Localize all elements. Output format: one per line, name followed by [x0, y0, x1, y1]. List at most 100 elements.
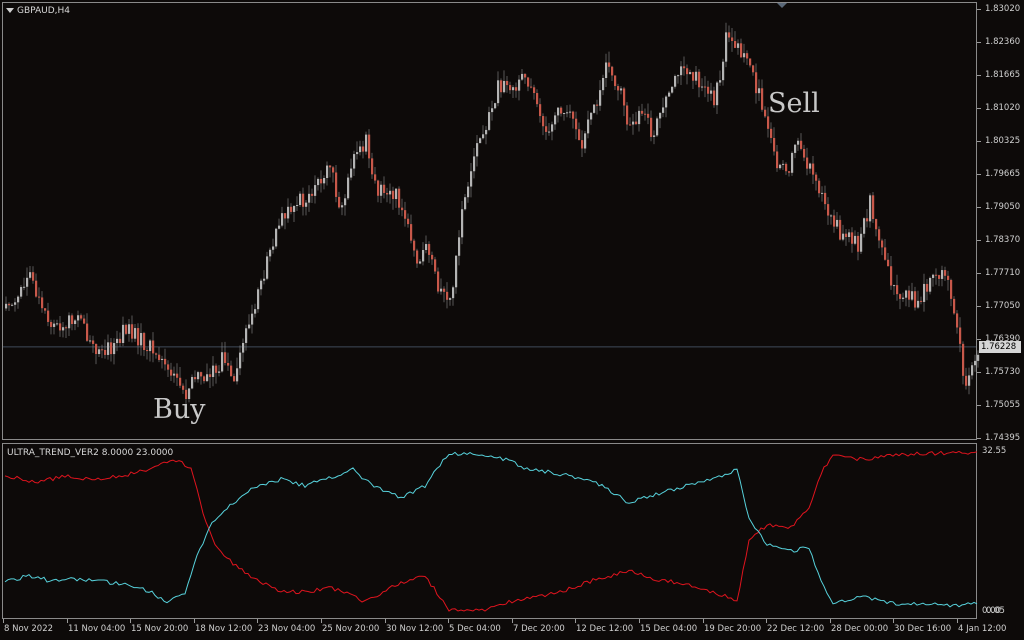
price-axis-label: 1.79050	[985, 202, 1021, 212]
candle	[155, 352, 158, 359]
candle	[131, 315, 134, 343]
price-axis-tick	[977, 207, 981, 208]
price-axis-tick	[977, 42, 981, 43]
candle	[41, 291, 44, 313]
candle	[821, 186, 824, 202]
candle	[734, 31, 737, 49]
candle	[287, 198, 290, 223]
candle	[539, 98, 542, 123]
candle	[83, 314, 86, 325]
candle	[794, 144, 797, 159]
candle	[536, 89, 539, 108]
candle	[278, 218, 281, 230]
candle	[209, 368, 212, 388]
candle	[695, 66, 698, 85]
candle	[29, 266, 32, 280]
candle	[863, 217, 866, 238]
candle	[620, 85, 623, 95]
time-axis-tick	[639, 619, 640, 623]
candle	[866, 208, 869, 228]
candle	[590, 111, 593, 125]
price-axis-tick	[977, 339, 981, 340]
candle	[212, 356, 215, 387]
candle	[8, 302, 11, 312]
candle	[494, 102, 497, 110]
candle	[197, 370, 200, 383]
time-axis-label: 15 Dec 04:00	[640, 624, 698, 634]
candle	[731, 28, 734, 52]
candle	[224, 341, 227, 366]
time-axis-label: 8 Nov 2022	[4, 624, 54, 634]
candle	[779, 163, 782, 170]
time-axis-tick	[957, 619, 958, 623]
candle	[80, 313, 83, 321]
candle	[59, 315, 62, 337]
candle	[188, 388, 191, 403]
candle	[389, 183, 392, 204]
candle	[581, 130, 584, 157]
candle	[806, 147, 809, 176]
candle	[740, 38, 743, 59]
candle	[152, 332, 155, 363]
candle	[476, 134, 479, 167]
candle	[752, 64, 755, 76]
time-axis-label: 19 Dec 20:00	[704, 624, 762, 634]
candle	[452, 285, 455, 306]
buy-annotation: Buy	[153, 394, 206, 425]
candle	[692, 71, 695, 89]
candle	[551, 121, 554, 141]
candle	[371, 152, 374, 179]
candle	[332, 165, 335, 183]
candle	[842, 224, 845, 242]
candle	[329, 165, 332, 178]
candle	[716, 81, 719, 114]
time-axis-label: 15 Nov 20:00	[131, 624, 189, 634]
candle	[164, 348, 167, 371]
candle	[674, 74, 677, 89]
candle	[710, 82, 713, 101]
candle	[353, 150, 356, 177]
candle	[77, 310, 80, 328]
dropdown-arrow-icon[interactable]	[5, 5, 17, 17]
candle	[659, 112, 662, 129]
candle	[599, 80, 602, 111]
candle	[62, 321, 65, 338]
candle	[74, 319, 77, 331]
candle	[95, 343, 98, 365]
candle	[950, 278, 953, 307]
candle	[179, 367, 182, 389]
indicator-frame[interactable]	[2, 443, 977, 619]
candle	[812, 156, 815, 185]
candle	[20, 285, 23, 299]
price-axis-tick	[977, 9, 981, 10]
candle	[260, 278, 263, 296]
candle	[65, 325, 68, 339]
candle	[413, 238, 416, 257]
price-axis-label: 1.83020	[985, 4, 1021, 14]
time-axis-tick	[703, 619, 704, 623]
candle	[656, 116, 659, 138]
candle	[929, 276, 932, 295]
price-axis-tick	[977, 273, 981, 274]
candle	[491, 100, 494, 121]
candle	[431, 251, 434, 265]
candle	[530, 78, 533, 89]
price-axis-label: 1.80325	[985, 136, 1021, 146]
candle	[206, 363, 209, 383]
candle	[902, 292, 905, 302]
candle	[959, 317, 962, 353]
candle	[698, 69, 701, 98]
candle	[98, 346, 101, 358]
candle	[362, 140, 365, 159]
candle	[89, 335, 92, 344]
candle	[404, 201, 407, 227]
candle	[572, 110, 575, 129]
candle	[56, 319, 59, 326]
price-axis-label: 1.78370	[985, 235, 1021, 245]
price-axis-label: 1.81665	[985, 70, 1021, 80]
candle	[326, 161, 329, 186]
candle	[884, 238, 887, 261]
candle	[50, 319, 53, 335]
main-chart-frame[interactable]	[2, 2, 977, 440]
